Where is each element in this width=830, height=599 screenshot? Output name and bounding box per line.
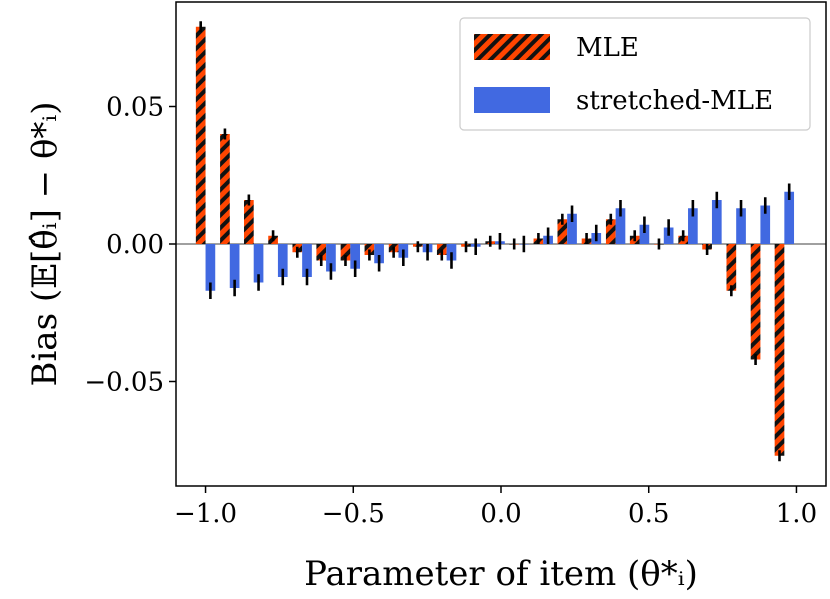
bar-mle-15 (557, 219, 568, 244)
x-tick-label: 1.0 (776, 499, 817, 529)
bar-stretched-mle-2 (253, 244, 264, 283)
bar-mle-1 (220, 134, 230, 244)
bar-mle-17 (605, 219, 616, 244)
x-tick-label: −1.0 (174, 499, 237, 529)
bar-stretched-mle-22 (736, 208, 746, 244)
bar-mle-24 (774, 244, 785, 456)
bar-stretched-mle-7 (374, 244, 384, 264)
legend: MLE stretched-MLE (459, 17, 811, 131)
bar-stretched-mle-17 (615, 208, 626, 244)
x-axis-title: Parameter of item (θ*ᵢ) (304, 554, 698, 594)
bar-mle-6 (340, 244, 351, 261)
bar-stretched-mle-21 (711, 200, 722, 244)
bar-stretched-mle-18 (639, 224, 650, 244)
legend-swatch-stretched-mle (474, 87, 550, 113)
bar-mle-5 (316, 244, 327, 261)
bar-stretched-mle-20 (688, 208, 698, 244)
bar-stretched-mle-6 (350, 244, 361, 269)
bar-stretched-mle-1 (229, 244, 240, 288)
x-tick-label: 0.0 (480, 499, 521, 529)
legend-label-stretched-mle: stretched-MLE (576, 86, 773, 116)
y-tick-label: 0.05 (106, 93, 164, 123)
legend-swatch-mle (474, 34, 550, 60)
bar-stretched-mle-5 (326, 244, 336, 272)
y-tick-label: −0.05 (84, 368, 164, 398)
bar-mle-2 (244, 200, 254, 244)
bar-stretched-mle-15 (567, 213, 577, 244)
bar-mle-22 (726, 244, 737, 291)
y-axis-title: Bias (𝔼[θ̂ᵢ] − θ*ᵢ) (25, 101, 65, 386)
bar-stretched-mle-3 (277, 244, 288, 277)
x-tick-label: 0.5 (628, 499, 669, 529)
bar-stretched-mle-24 (784, 191, 795, 244)
bar-stretched-mle-4 (302, 244, 312, 277)
bar-stretched-mle-0 (205, 244, 216, 291)
bar-mle-23 (750, 244, 761, 360)
y-tick-label: 0.00 (106, 230, 164, 260)
bar-stretched-mle-23 (760, 205, 771, 244)
legend-label-mle: MLE (576, 33, 639, 63)
x-tick-label: −0.5 (322, 499, 385, 529)
bar-mle-0 (195, 26, 206, 244)
